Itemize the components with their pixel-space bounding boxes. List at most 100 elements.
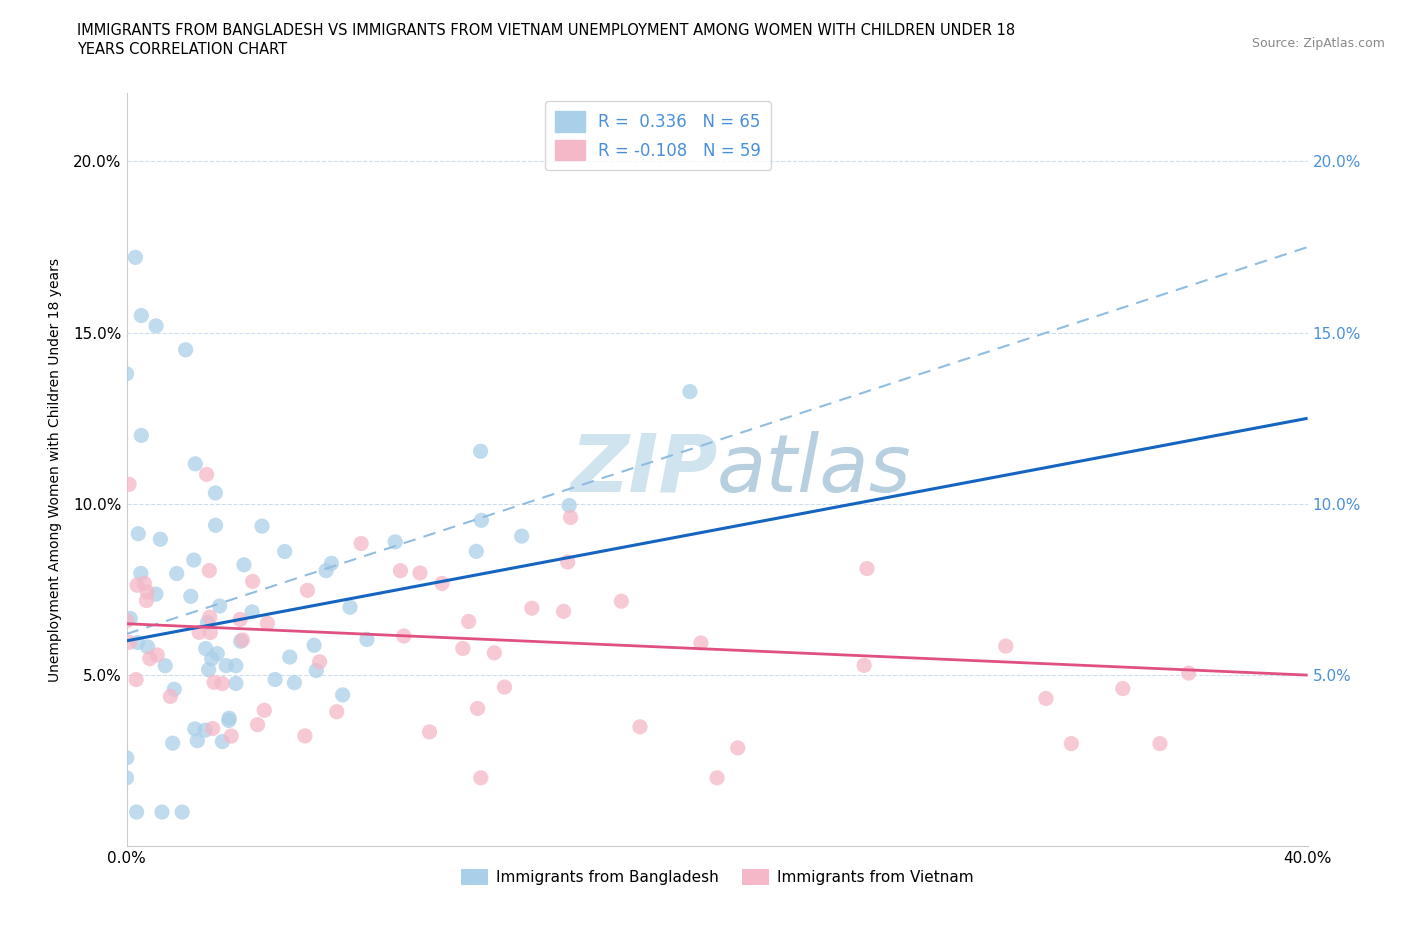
Point — [159, 689, 181, 704]
Point — [278, 649, 301, 664]
Legend: Immigrants from Bangladesh, Immigrants from Vietnam: Immigrants from Bangladesh, Immigrants f… — [454, 862, 980, 891]
Point — [727, 740, 749, 755]
Point — [273, 544, 295, 559]
Point — [115, 751, 138, 765]
Point — [115, 770, 138, 785]
Text: Source: ZipAtlas.com: Source: ZipAtlas.com — [1251, 37, 1385, 50]
Point — [184, 722, 207, 737]
Point — [135, 593, 157, 608]
Point — [194, 641, 217, 656]
Text: ZIP: ZIP — [569, 431, 717, 509]
Point — [484, 645, 506, 660]
Point — [125, 578, 148, 592]
Point — [250, 519, 273, 534]
Point — [207, 646, 229, 661]
Point — [356, 632, 378, 647]
Point — [557, 554, 579, 569]
Point — [457, 614, 479, 629]
Point — [183, 552, 205, 567]
Point — [994, 639, 1017, 654]
Point — [127, 526, 149, 541]
Point — [124, 250, 146, 265]
Point — [136, 585, 159, 600]
Point — [332, 687, 354, 702]
Point — [315, 564, 337, 578]
Point — [204, 485, 226, 500]
Point — [163, 682, 186, 697]
Point — [166, 566, 188, 581]
Point — [153, 658, 176, 673]
Point — [208, 599, 231, 614]
Point — [242, 574, 264, 589]
Point — [197, 615, 219, 630]
Point — [200, 625, 222, 640]
Point — [115, 613, 138, 628]
Point — [240, 604, 263, 619]
Point — [430, 576, 453, 591]
Point — [558, 498, 581, 513]
Point — [853, 658, 876, 672]
Point — [1149, 737, 1171, 751]
Point — [467, 701, 489, 716]
Point — [225, 676, 247, 691]
Point — [172, 804, 194, 819]
Point — [134, 576, 156, 591]
Point — [188, 625, 211, 640]
Point — [129, 308, 153, 323]
Point — [120, 611, 142, 626]
Point — [451, 641, 474, 656]
Point — [690, 635, 713, 650]
Point — [125, 804, 148, 819]
Point — [145, 318, 167, 333]
Point — [339, 600, 361, 615]
Point — [225, 658, 247, 673]
Point — [283, 675, 305, 690]
Point — [219, 728, 242, 743]
Point — [146, 647, 169, 662]
Point — [409, 565, 432, 580]
Point — [470, 512, 492, 527]
Point — [679, 384, 702, 399]
Point — [470, 444, 492, 458]
Point — [149, 532, 172, 547]
Point — [325, 704, 347, 719]
Point — [218, 713, 240, 728]
Point — [184, 457, 207, 472]
Point — [218, 711, 240, 725]
Point — [256, 616, 278, 631]
Point — [302, 638, 325, 653]
Point — [494, 680, 516, 695]
Point — [150, 804, 173, 819]
Point — [201, 651, 224, 666]
Point — [1177, 666, 1199, 681]
Point — [294, 728, 316, 743]
Point — [129, 428, 153, 443]
Point — [215, 658, 238, 673]
Point — [198, 564, 221, 578]
Point — [202, 675, 225, 690]
Point — [305, 663, 328, 678]
Point — [129, 566, 152, 581]
Point — [180, 589, 202, 604]
Point — [198, 610, 221, 625]
Point — [264, 672, 287, 687]
Point — [628, 720, 651, 735]
Point — [118, 635, 141, 650]
Point — [231, 632, 253, 647]
Point — [553, 604, 575, 618]
Point — [389, 564, 412, 578]
Point — [560, 510, 582, 525]
Text: IMMIGRANTS FROM BANGLADESH VS IMMIGRANTS FROM VIETNAM UNEMPLOYMENT AMONG WOMEN W: IMMIGRANTS FROM BANGLADESH VS IMMIGRANTS… — [77, 23, 1015, 38]
Point — [418, 724, 440, 739]
Text: atlas: atlas — [717, 431, 912, 509]
Point — [136, 640, 159, 655]
Point — [174, 342, 197, 357]
Point — [195, 467, 218, 482]
Point — [229, 633, 252, 648]
Point — [253, 703, 276, 718]
Point — [1112, 681, 1135, 696]
Point — [1035, 691, 1057, 706]
Point — [145, 587, 167, 602]
Point — [229, 612, 252, 627]
Point — [470, 770, 492, 785]
